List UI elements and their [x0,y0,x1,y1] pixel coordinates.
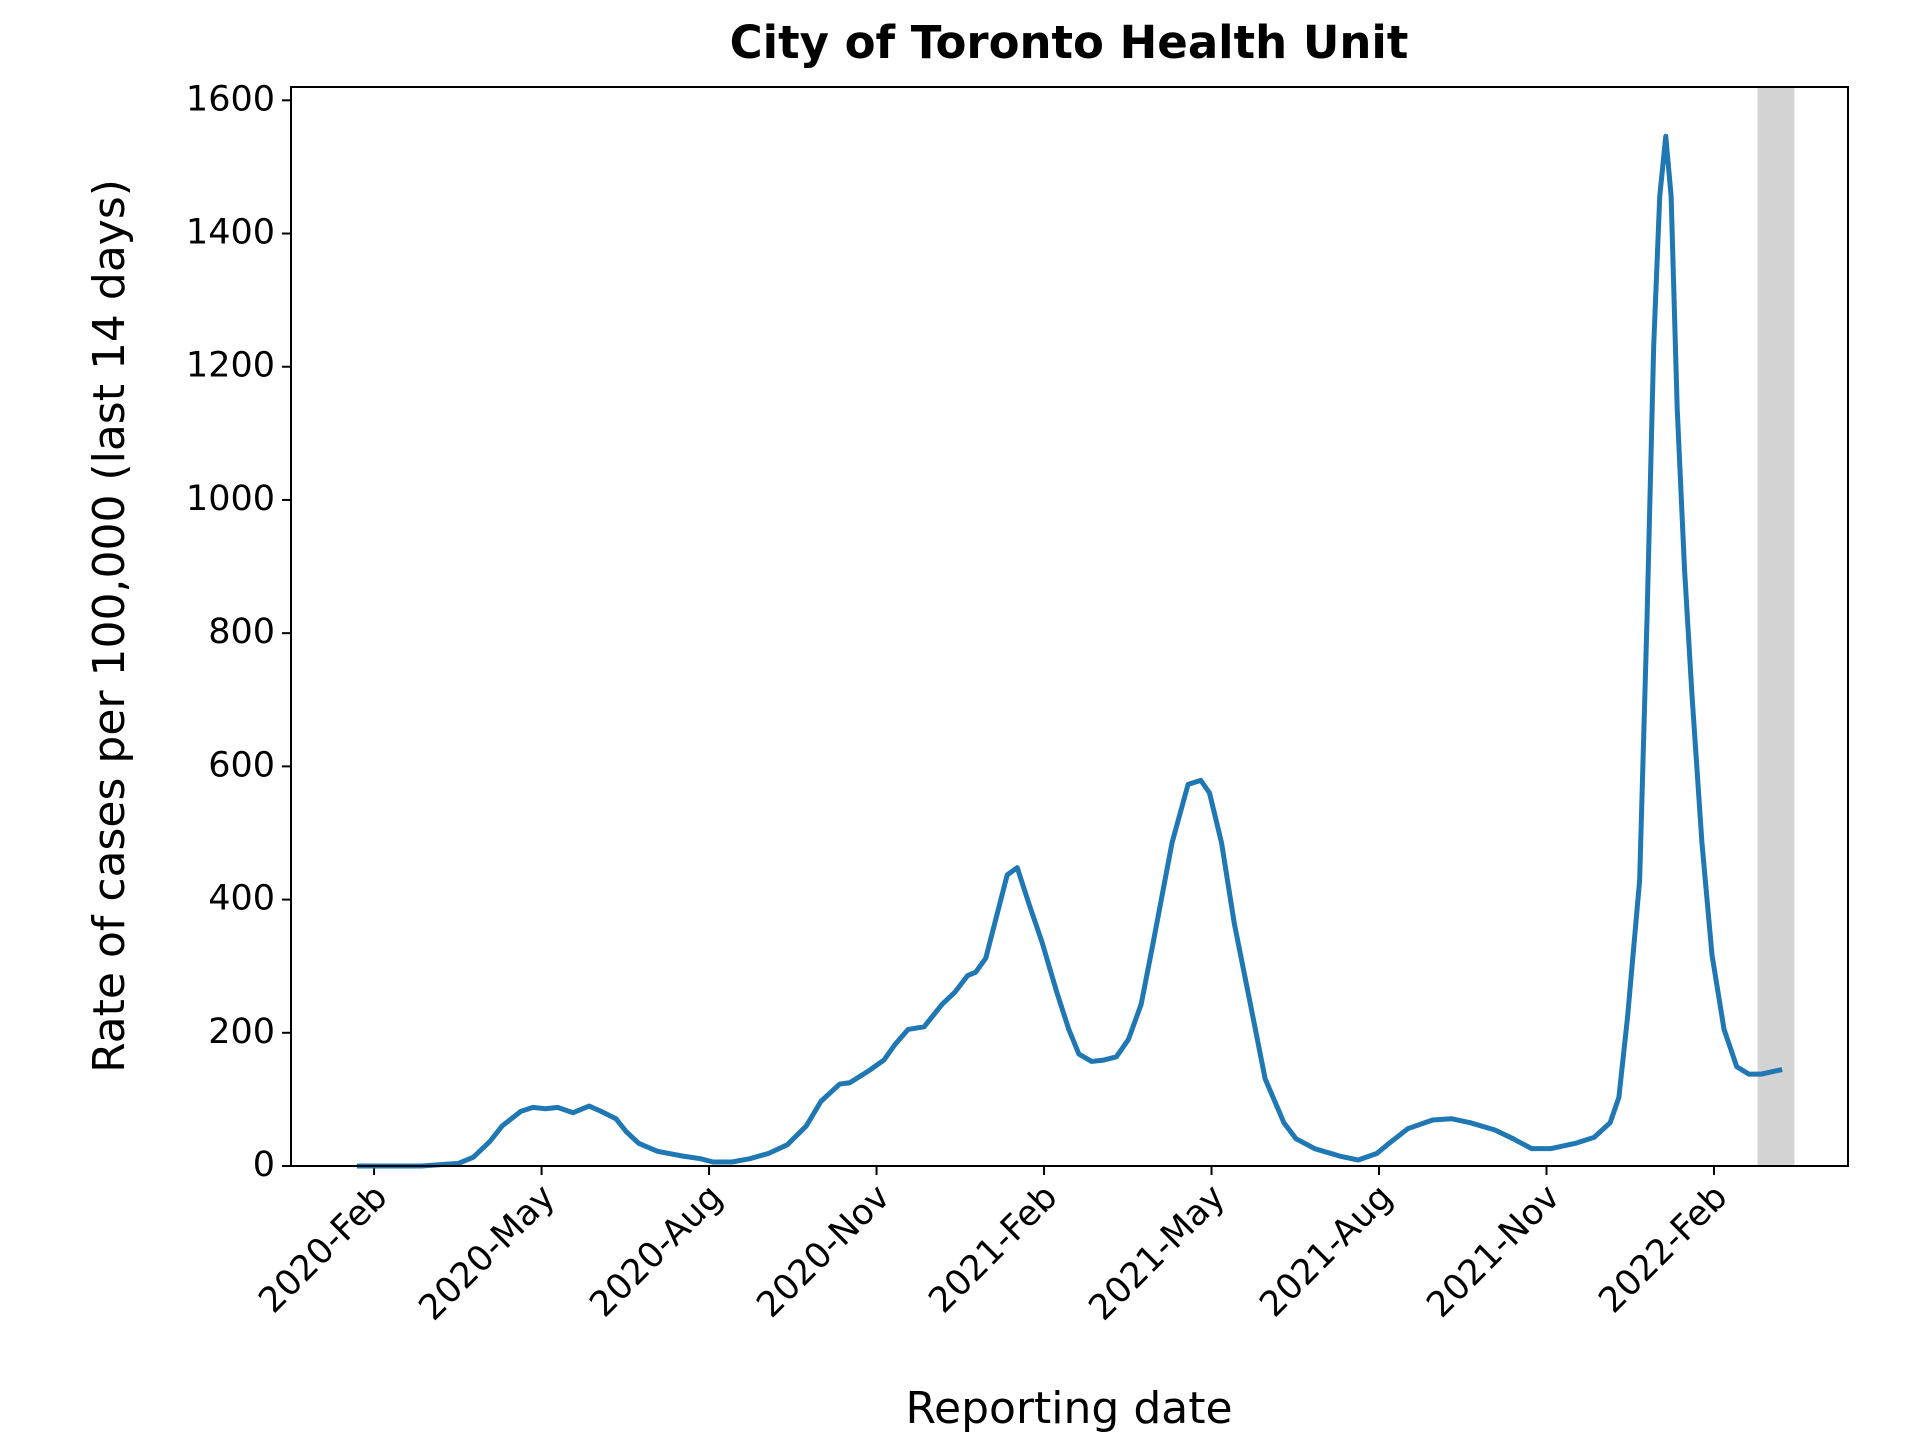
y-tick-label: 0 [253,1145,275,1185]
shaded-span [1757,87,1795,1166]
x-tick-label: 2020-May [412,1177,563,1328]
y-tick-label: 800 [208,612,275,652]
y-tick-label: 200 [208,1012,275,1052]
x-tick-label: 2021-Feb [921,1177,1065,1321]
plot-frame [290,86,1849,1167]
y-tick-label: 1000 [186,479,275,519]
y-tick-label: 1400 [186,213,275,253]
x-axis-label: Reporting date [905,1383,1232,1434]
x-tick-label: 2020-Aug [583,1177,731,1325]
data-line [356,133,1783,1169]
x-tick-label: 2020-Nov [749,1177,898,1326]
y-tick-label: 400 [208,879,275,919]
y-tick-label: 1200 [186,346,275,386]
y-tick-label: 1600 [186,79,275,119]
x-tick-label: 2021-May [1082,1177,1233,1328]
x-tick-label: 2021-Aug [1252,1177,1400,1325]
x-tick-label: 2020-Feb [251,1177,395,1321]
y-tick-label: 600 [208,745,275,785]
chart-title: City of Toronto Health Unit [730,16,1409,69]
y-axis-label: Rate of cases per 100,000 (last 14 days) [84,179,135,1073]
x-tick-label: 2022-Feb [1591,1177,1735,1321]
x-tick-label: 2021-Nov [1419,1177,1568,1326]
